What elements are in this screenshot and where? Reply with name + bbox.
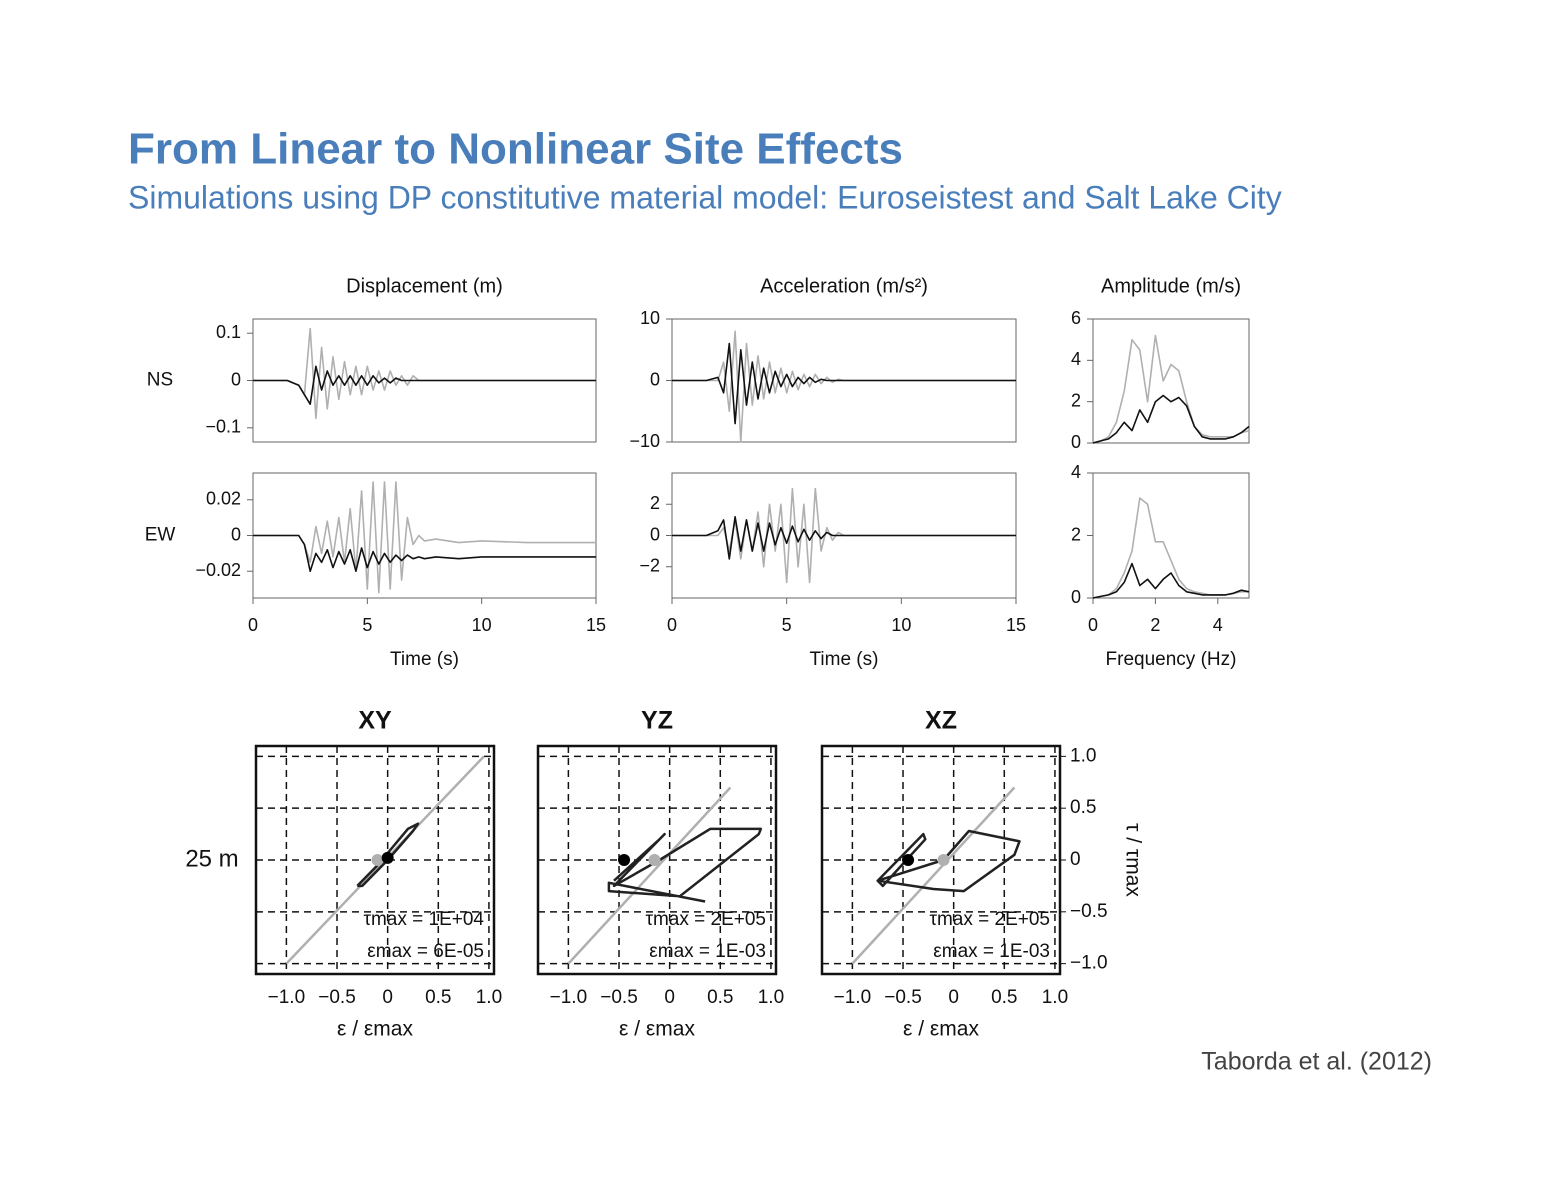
x-axis-label: Time (s) [390, 649, 459, 670]
data-line [253, 365, 596, 405]
y-tick-label: 0 [650, 369, 660, 389]
y-tick-label: −0.1 [205, 417, 241, 437]
data-line [851, 786, 1016, 965]
y-tick-label: 4 [1071, 462, 1081, 482]
x-tick-label: 0.5 [425, 987, 451, 1008]
x-tick-label: 0 [248, 615, 258, 635]
x-tick-label: −1.0 [268, 987, 306, 1008]
data-line [672, 516, 1016, 560]
x-tick-label: 0.5 [707, 987, 733, 1008]
marker-dot [902, 854, 915, 866]
x-tick-label: 1.0 [758, 987, 784, 1008]
y-tick-label: −1.0 [1070, 953, 1108, 974]
y-tick-label: 0 [650, 524, 660, 544]
y-tick-label: −0.02 [195, 560, 241, 580]
y-tick-label: −2 [639, 556, 660, 576]
y-tick-label: 0 [1071, 432, 1081, 452]
x-tick-label: 0.5 [991, 987, 1017, 1008]
data-line [1092, 394, 1250, 444]
x-tick-label: 15 [1006, 615, 1026, 635]
slide-subtitle: Simulations using DP constitutive materi… [128, 179, 1282, 215]
data-line [607, 827, 763, 903]
marker-dot [371, 854, 384, 866]
x-tick-label: −0.5 [318, 987, 356, 1008]
x-tick-label: 0 [1088, 615, 1098, 635]
y-tick-label: 0 [1070, 849, 1081, 870]
x-tick-label: 2 [1150, 615, 1160, 635]
data-line [253, 327, 596, 420]
annotation: τmax = 1E+04 [363, 909, 484, 930]
y-tick-label: 4 [1071, 349, 1081, 369]
x-tick-label: −1.0 [834, 987, 872, 1008]
x-axis-label: ε / εmax [619, 1018, 695, 1041]
plot-frame [1092, 318, 1250, 444]
y-axis-label: τ / τmax [1121, 823, 1144, 897]
x-tick-label: 5 [782, 615, 792, 635]
x-tick-label: 10 [472, 615, 492, 635]
data-line [1092, 497, 1249, 599]
panel-title: XZ [925, 707, 957, 735]
x-axis-label: Time (s) [810, 649, 879, 670]
data-line [672, 342, 1016, 425]
marker-dot [937, 854, 950, 866]
x-axis-label: Frequency (Hz) [1106, 649, 1237, 670]
panel-title: Acceleration (m/s²) [760, 275, 928, 297]
x-tick-label: 0 [382, 987, 393, 1008]
y-tick-label: 2 [650, 493, 660, 513]
y-tick-label: 2 [1071, 390, 1081, 410]
marker-dot [381, 851, 394, 864]
marker-dot [618, 854, 631, 866]
row-label: EW [145, 525, 176, 546]
citation: Taborda et al. (2012) [1201, 1048, 1432, 1076]
annotation: τmax = 2E+05 [645, 909, 766, 930]
y-tick-label: 0.1 [216, 322, 241, 342]
x-tick-label: 0 [664, 987, 675, 1008]
data-line [253, 481, 596, 594]
panel-title: Displacement (m) [346, 275, 503, 297]
y-tick-label: 0 [231, 524, 241, 544]
annotation: εmax = 1E-03 [933, 941, 1050, 962]
y-tick-label: −10 [629, 431, 660, 451]
data-line [1092, 334, 1250, 444]
x-tick-label: 4 [1213, 615, 1223, 635]
data-line [876, 829, 1021, 893]
y-tick-label: 0.5 [1070, 797, 1096, 818]
x-tick-label: 15 [586, 615, 606, 635]
panel-title: Amplitude (m/s) [1101, 275, 1241, 297]
x-axis-label: ε / εmax [337, 1018, 413, 1041]
slide-title: From Linear to Nonlinear Site Effects [128, 125, 903, 174]
y-tick-label: 10 [640, 308, 660, 328]
y-tick-label: −0.5 [1070, 901, 1108, 922]
data-line [1092, 562, 1250, 599]
x-tick-label: 1.0 [476, 987, 502, 1008]
y-tick-label: 0 [1071, 587, 1081, 607]
row-label: NS [147, 370, 173, 391]
row-label: 25 m [185, 845, 238, 872]
x-tick-label: −1.0 [550, 987, 588, 1008]
y-tick-label: 1.0 [1070, 745, 1096, 766]
x-axis-label: ε / εmax [903, 1018, 979, 1041]
x-tick-label: −0.5 [600, 987, 638, 1008]
data-line [567, 786, 732, 965]
annotation: εmax = 1E-03 [649, 941, 766, 962]
x-tick-label: 10 [891, 615, 911, 635]
y-tick-label: 2 [1071, 524, 1081, 544]
x-tick-label: 0 [667, 615, 677, 635]
x-tick-label: 1.0 [1042, 987, 1068, 1008]
marker-dot [648, 854, 661, 866]
plot-frame [252, 472, 597, 599]
y-tick-label: 6 [1071, 308, 1081, 328]
annotation: εmax = 6E-05 [367, 941, 484, 962]
x-tick-label: 0 [948, 987, 959, 1008]
y-tick-label: 0 [231, 369, 241, 389]
data-line [253, 534, 596, 572]
x-tick-label: −0.5 [884, 987, 922, 1008]
plot-frame [1092, 472, 1250, 599]
panel-title: XY [358, 707, 392, 735]
y-tick-label: 0.02 [206, 489, 241, 509]
annotation: τmax = 2E+05 [929, 909, 1050, 930]
panel-title: YZ [641, 707, 673, 735]
x-tick-label: 5 [362, 615, 372, 635]
